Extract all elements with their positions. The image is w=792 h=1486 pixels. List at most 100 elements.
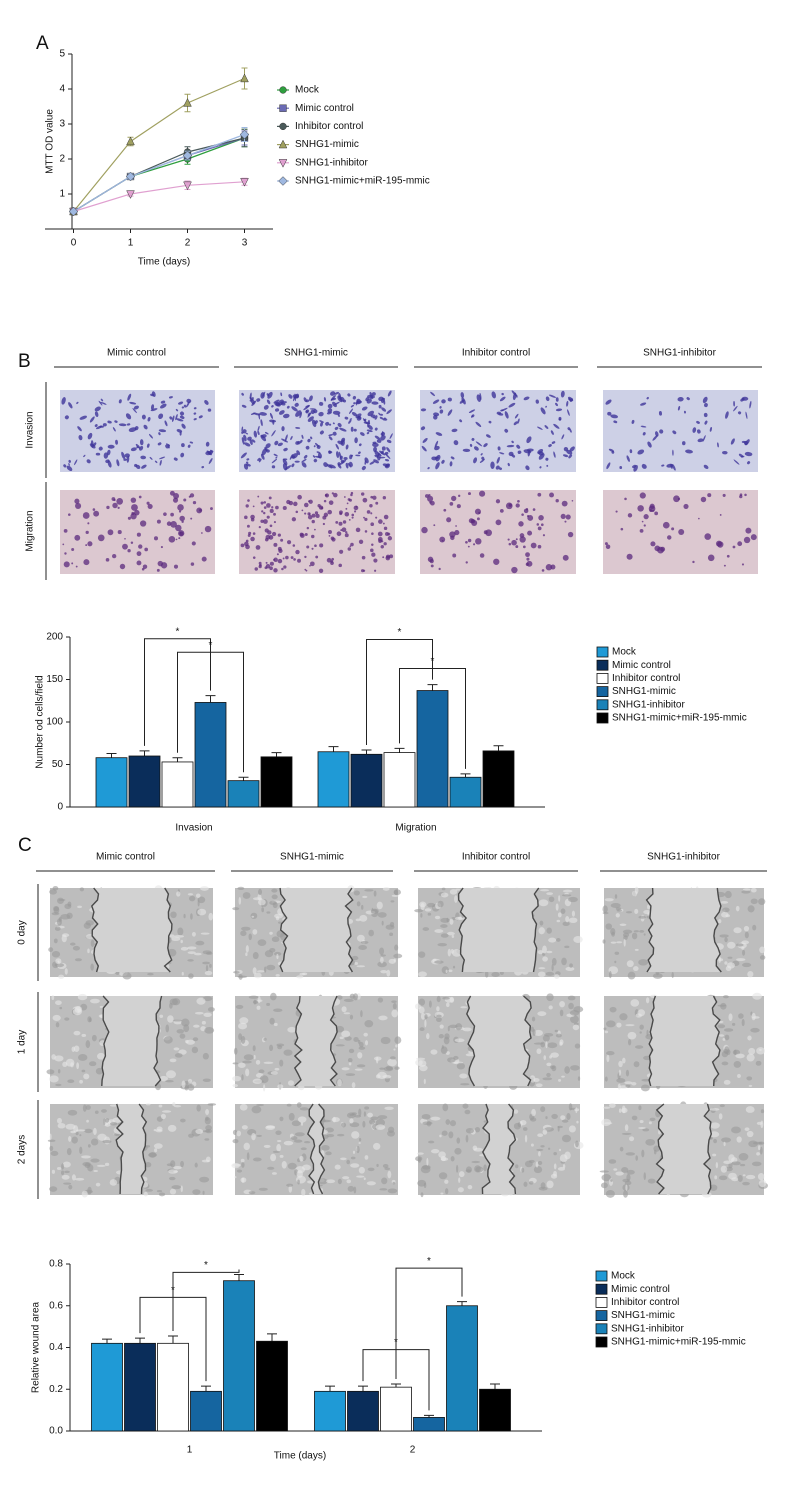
column-header: SNHG1-mimic [284,348,348,359]
cell-texture [571,910,576,917]
stained-cell [456,504,461,509]
cell-texture [161,1110,172,1113]
stained-cell [311,534,315,539]
stained-cell [328,436,333,441]
stained-cell [427,495,434,502]
cell-texture [63,1182,72,1185]
stained-cell [345,531,348,534]
cell-texture [747,970,754,978]
wound-edge [711,995,721,1087]
stained-cell [102,423,107,427]
stained-cell [479,458,485,463]
stained-cell [139,520,147,527]
cell-texture [551,1065,557,1072]
stained-cell [328,530,332,534]
stained-cell [537,492,542,497]
stained-cell [87,541,93,547]
stained-cell [493,558,500,565]
cell-texture [643,933,646,936]
stained-cell [566,400,569,407]
stained-cell [740,455,745,458]
cell-texture [169,1176,176,1181]
stained-cell [250,398,255,405]
cell-texture [321,1144,330,1151]
micrograph [232,885,403,980]
stained-cell [308,513,311,515]
cell-texture [377,997,384,1003]
micrograph [47,1101,217,1198]
cell-texture [93,1127,97,1136]
cell-texture [205,964,209,972]
cell-texture [240,930,247,937]
cell-texture [745,1174,756,1180]
stained-cell [346,502,349,505]
cell-texture [484,970,489,978]
cell-texture [185,1039,189,1044]
cell-texture [442,1103,449,1112]
stained-cell [327,509,332,515]
cell-texture [238,1033,243,1040]
cell-texture [252,951,259,960]
cell-texture [49,1186,58,1192]
stained-cell [733,401,735,407]
cell-texture [255,1059,261,1065]
stained-cell [142,564,148,569]
stained-cell [159,459,162,466]
stained-cell [193,407,197,410]
cell-texture [568,917,578,924]
cell-texture [340,1122,347,1128]
stained-cell [431,456,437,461]
micrograph [239,490,395,574]
cell-texture [195,940,205,946]
stained-cell [619,466,623,470]
stained-cell [258,561,262,565]
stained-cell [371,392,376,396]
cell-texture [426,1033,430,1040]
stained-cell [130,513,137,520]
cell-texture [444,1179,449,1184]
cell-texture [751,1012,756,1021]
stained-cell [347,393,351,397]
cell-texture [745,1106,755,1113]
stained-cell [307,438,311,443]
cell-texture [266,1002,271,1006]
stained-cell [175,414,178,421]
cell-texture [242,1060,252,1064]
stained-cell [201,466,205,469]
error-bar [205,695,216,703]
cell-texture [172,1101,176,1107]
stained-cell [562,554,569,561]
cell-texture [746,1130,754,1138]
stained-cell [722,450,728,455]
stained-cell [355,527,361,533]
cell-texture [539,920,544,926]
bar [157,1342,189,1432]
micrograph [602,886,766,980]
stained-cell [353,510,357,513]
stained-cell [173,457,178,461]
cell-texture [599,1170,609,1173]
stained-cell [297,558,301,563]
stained-cell [271,506,274,509]
stained-cell [371,532,374,535]
stained-cell [241,392,244,396]
cell-texture [253,972,262,979]
legend-swatch [596,646,609,658]
cell-texture [441,887,446,891]
stained-cell [289,454,293,460]
cell-texture [67,1079,75,1084]
stained-cell [341,527,347,533]
cell-texture [441,966,450,974]
bar [413,1417,445,1432]
stained-cell [246,524,250,528]
stained-cell [179,515,185,522]
cell-texture [731,1177,739,1182]
cell-texture [242,892,251,899]
cell-texture [603,1027,607,1030]
cell-texture [546,892,554,896]
cell-texture [618,1069,622,1076]
legend-label: SNHG1-mimic [295,139,359,150]
stained-cell [61,397,66,405]
cell-texture [445,1119,451,1125]
cell-texture [572,1024,580,1031]
